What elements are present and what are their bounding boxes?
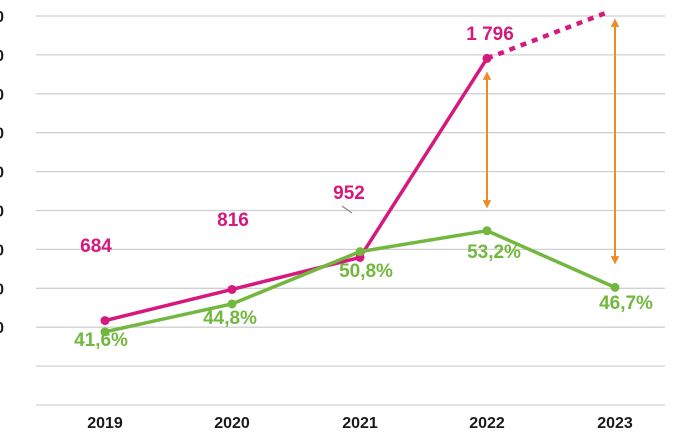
data-label-magenta: 816 — [217, 210, 249, 231]
y-tick-label: 0 — [0, 126, 4, 143]
data-label-magenta: 684 — [80, 236, 112, 257]
series-green-point — [227, 299, 237, 309]
gridlines — [36, 15, 665, 406]
series-magenta-point — [227, 284, 237, 294]
series-magenta-line — [104, 57, 489, 323]
data-label-magenta: 952 — [333, 183, 365, 204]
x-tick-label: 2021 — [342, 415, 378, 432]
x-axis-ticks: 2019 2020 2021 2022 2023 — [87, 415, 633, 432]
data-labels: 684 816 952 1 796 41,6% 44,8% 50,8% 53,2% 46,7% — [74, 24, 653, 351]
data-label-green: 46,7% — [599, 293, 653, 314]
y-tick-label: 0 — [0, 48, 4, 65]
y-tick-label: 0 — [0, 242, 4, 259]
x-tick-label: 2019 — [87, 415, 123, 432]
series-lines — [100, 9, 620, 337]
data-label-green: 44,8% — [203, 308, 257, 329]
y-tick-label: 0 — [0, 87, 4, 104]
series-magenta-projection — [486, 9, 611, 61]
series-green-point — [482, 226, 492, 236]
y-tick-label: 0 — [0, 281, 4, 298]
series-magenta-point — [100, 316, 110, 326]
y-tick-label: 0 — [0, 204, 4, 221]
data-label-green: 50,8% — [339, 261, 393, 282]
data-label-green: 53,2% — [467, 242, 521, 263]
y-tick-label: 0 — [0, 320, 4, 337]
y-tick-label: 0 — [0, 9, 4, 26]
series-green-point — [355, 247, 365, 257]
x-tick-label: 2023 — [597, 415, 633, 432]
data-label-green: 41,6% — [74, 330, 128, 351]
x-tick-label: 2022 — [469, 415, 505, 432]
series-green-point — [610, 282, 620, 292]
label-leader-line — [341, 205, 353, 214]
y-axis-ticks: 0 0 0 0 0 0 0 0 0 — [0, 9, 4, 337]
x-tick-label: 2020 — [214, 415, 250, 432]
gap-arrows — [482, 18, 620, 265]
data-label-magenta: 1 796 — [466, 24, 514, 45]
series-magenta-point — [482, 53, 492, 63]
y-tick-label: 0 — [0, 165, 4, 182]
series-green-point — [100, 327, 110, 337]
